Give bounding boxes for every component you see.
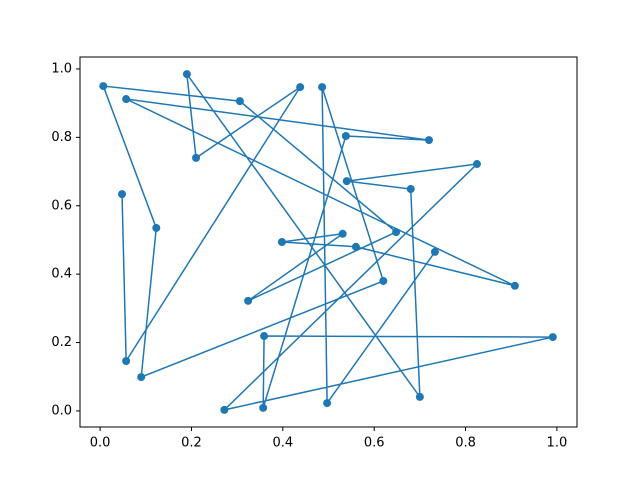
- y-tick-label: 0.4: [51, 267, 72, 282]
- data-point: [260, 332, 269, 341]
- plot-frame: [79, 56, 578, 428]
- data-point: [406, 184, 415, 193]
- x-tick-label: 0.0: [90, 436, 111, 451]
- data-point: [323, 399, 332, 408]
- data-point: [342, 177, 351, 186]
- data-point: [220, 405, 229, 414]
- data-point: [118, 190, 127, 199]
- data-line: [102, 71, 553, 412]
- data-point: [338, 229, 347, 238]
- data-point: [122, 357, 131, 366]
- data-point: [259, 403, 268, 412]
- data-point: [235, 97, 244, 106]
- x-tick-label: 0.8: [455, 436, 476, 451]
- data-point: [318, 83, 327, 92]
- x-tick-label: 0.2: [181, 436, 202, 451]
- y-tick-label: 0.8: [51, 130, 72, 145]
- data-point: [122, 95, 131, 104]
- data-point: [192, 153, 201, 162]
- data-point: [424, 136, 433, 145]
- data-point: [379, 276, 388, 285]
- data-point: [296, 83, 305, 92]
- data-point: [99, 82, 108, 91]
- data-point: [392, 228, 401, 237]
- data-point: [277, 238, 286, 246]
- data-point: [415, 392, 424, 401]
- y-tick-label: 0.2: [51, 335, 72, 350]
- data-point: [351, 242, 360, 251]
- y-tick-label: 0.6: [51, 198, 72, 213]
- data-point: [152, 223, 161, 232]
- y-tick-label: 0.0: [51, 403, 72, 418]
- data-point: [472, 160, 481, 169]
- x-tick-label: 1.0: [547, 436, 568, 451]
- data-point: [341, 131, 350, 140]
- data-point: [510, 281, 519, 290]
- data-point: [137, 373, 146, 382]
- x-tick-label: 0.4: [272, 436, 293, 451]
- data-point: [548, 333, 557, 342]
- x-tick-label: 0.6: [364, 436, 385, 451]
- y-tick-label: 1.0: [51, 61, 72, 76]
- data-point: [430, 247, 439, 256]
- data-point: [182, 70, 191, 79]
- data-point: [244, 296, 253, 305]
